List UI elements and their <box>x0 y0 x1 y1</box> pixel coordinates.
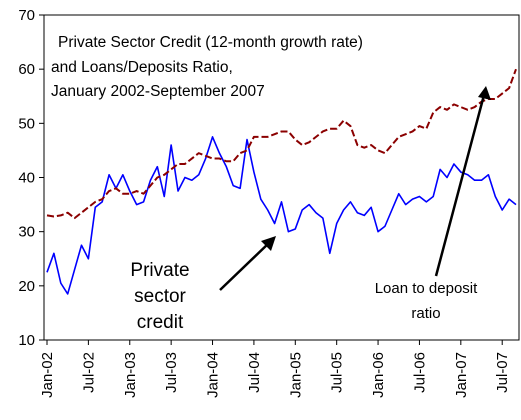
annotation-credit-line-2: sector <box>134 286 186 307</box>
annotation-credit-line-1: Private <box>130 260 189 281</box>
x-tick-label: Jan-03 <box>122 352 139 398</box>
series-line-credit <box>46 136 517 295</box>
x-tick-label: Jan-02 <box>39 352 56 398</box>
annotation-loan-to-deposit-ratio: Loan to deposit ratio <box>375 86 491 322</box>
y-tick-label: 20 <box>18 278 35 295</box>
x-tick-label: Jul-06 <box>411 352 428 393</box>
title-line-2: and Loans/Deposits Ratio, <box>51 59 233 76</box>
x-tick-label: Jul-07 <box>494 352 511 393</box>
y-tick-label: 10 <box>18 332 35 349</box>
ratio-arrow-head <box>478 86 491 100</box>
x-tick-label: Jan-05 <box>287 352 304 398</box>
x-tick-label: Jul-02 <box>80 352 97 393</box>
y-tick-label: 70 <box>18 7 35 24</box>
x-tick-label: Jan-04 <box>205 352 222 398</box>
x-tick-label: Jul-05 <box>329 352 346 393</box>
axes: 10 20 30 40 50 60 70 Jan-02 Jul-02 Jan-03 Jul-03 Ja… <box>18 7 520 398</box>
x-tick-label: Jan-07 <box>453 352 470 398</box>
y-tick-label: 40 <box>18 170 35 187</box>
x-tick-label: Jan-06 <box>370 352 387 398</box>
annotation-private-sector-credit: Private sector credit <box>130 236 276 333</box>
chart-title: Private Sector Credit (12-month growth r… <box>51 34 363 100</box>
series-line-ratio <box>46 68 517 220</box>
annotation-ratio-line-1: Loan to deposit <box>375 280 478 297</box>
y-tick-label: 60 <box>18 61 35 78</box>
y-tick-label: 30 <box>18 224 35 241</box>
title-line-3: January 2002-September 2007 <box>51 83 265 100</box>
y-tick-label: 50 <box>18 115 35 132</box>
annotation-ratio-line-2: ratio <box>411 305 440 322</box>
series-layer <box>46 68 517 295</box>
ratio-arrow-shaft <box>434 94 486 277</box>
x-tick-label: Jul-04 <box>246 352 263 393</box>
title-line-1: Private Sector Credit (12-month growth r… <box>58 34 363 51</box>
credit-arrow-head <box>261 236 276 251</box>
annotation-credit-line-3: credit <box>137 312 184 333</box>
x-tick-label: Jul-03 <box>163 352 180 393</box>
credit-arrow-shaft <box>219 241 271 291</box>
